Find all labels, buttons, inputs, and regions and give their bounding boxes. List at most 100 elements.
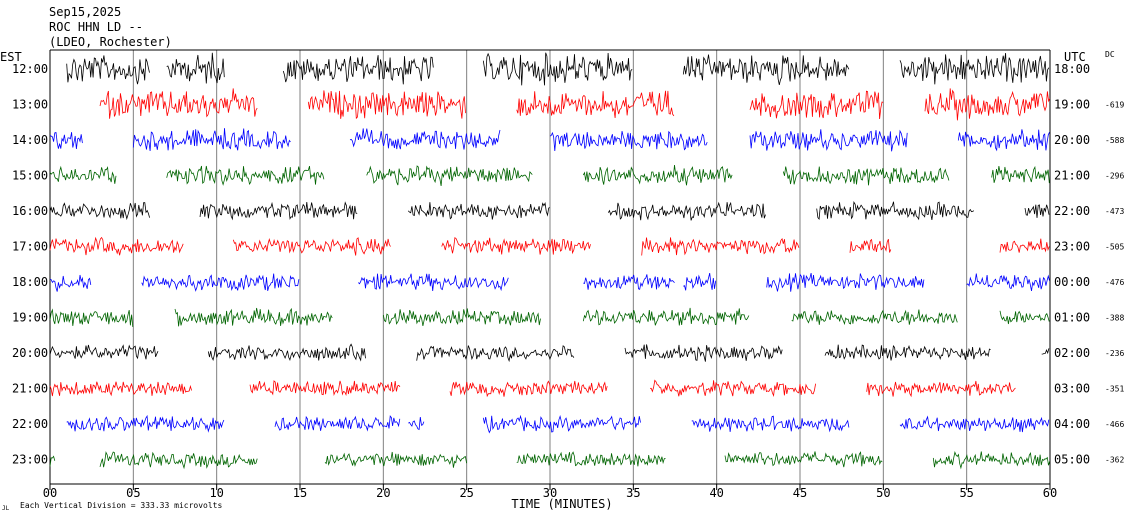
utc-time-label: 05:00 (1054, 453, 1090, 467)
est-time-label: 19:00 (12, 311, 48, 325)
dc-offset-label: -296 (1105, 172, 1124, 181)
trace-row (49, 273, 1050, 292)
trace-segment (274, 415, 401, 432)
trace-segment (408, 417, 425, 431)
utc-time-label: 18:00 (1054, 62, 1090, 76)
trace-segment (232, 237, 391, 256)
utc-time-label: 03:00 (1054, 382, 1090, 396)
trace-segment (174, 307, 333, 327)
trace-segment (99, 88, 258, 119)
trace-segment (849, 238, 892, 253)
x-tick-label: 20 (376, 486, 390, 500)
x-tick-label: 50 (876, 486, 890, 500)
x-tick-label: 40 (709, 486, 723, 500)
x-tick-label: 10 (209, 486, 223, 500)
traces (49, 52, 1051, 470)
est-time-label: 23:00 (12, 453, 48, 467)
dc-offset-label: -505 (1105, 243, 1124, 252)
trace-segment (749, 129, 908, 152)
footer-note: Each Vertical Division = 333.33 microvol… (20, 501, 222, 510)
trace-segment (624, 344, 783, 362)
trace-segment (766, 273, 925, 292)
est-time-label: 15:00 (12, 169, 48, 183)
trace-segment (482, 414, 641, 434)
est-time-label: 22:00 (12, 417, 48, 431)
est-time-label: 21:00 (12, 382, 48, 396)
dc-offset-label: -388 (1105, 314, 1124, 323)
trace-segment (966, 273, 1050, 291)
trace-segment (516, 451, 666, 467)
est-time-label: 20:00 (12, 346, 48, 360)
trace-segment (166, 52, 225, 84)
trace-segment (724, 451, 883, 468)
trace-segment (66, 55, 150, 85)
trace-segment (49, 344, 159, 360)
trace-segment (583, 274, 675, 290)
trace-segment (1024, 204, 1050, 218)
dc-offset-label: -351 (1105, 385, 1124, 394)
dc-offset-label: -588 (1105, 136, 1124, 145)
est-time-label: 16:00 (12, 204, 48, 218)
trace-segment (816, 200, 975, 221)
x-tick-label: 45 (793, 486, 807, 500)
trace-segment (683, 273, 717, 291)
trace-segment (49, 236, 184, 256)
trace-segment (899, 52, 1050, 85)
trace-segment (1041, 348, 1050, 355)
trace-segment (66, 414, 225, 433)
x-tick-label: 00 (43, 486, 57, 500)
trace-segment (791, 309, 958, 326)
trace-segment (49, 202, 150, 221)
utc-time-label: 00:00 (1054, 275, 1090, 289)
trace-segment (549, 130, 708, 152)
est-time-label: 13:00 (12, 98, 48, 112)
dc-offset-label: -473 (1105, 207, 1124, 216)
header-network: (LDEO, Rochester) (49, 35, 172, 49)
x-tick-label: 55 (959, 486, 973, 500)
trace-segment (999, 310, 1050, 325)
trace-segment (441, 236, 591, 255)
trace-segment (49, 381, 192, 397)
trace-segment (607, 201, 766, 221)
utc-time-label: 22:00 (1054, 204, 1090, 218)
x-tick-label: 60 (1043, 486, 1057, 500)
trace-segment (649, 379, 816, 397)
x-axis-title: TIME (MINUTES) (511, 497, 612, 511)
trace-segment (366, 165, 533, 186)
trace-segment (408, 202, 551, 220)
trace-segment (49, 132, 83, 150)
grid-lines (132, 50, 968, 484)
trace-row (66, 52, 1050, 86)
dc-offset-label: -236 (1105, 349, 1124, 358)
trace-segment (349, 128, 501, 150)
trace-segment (49, 274, 92, 292)
trace-segment (132, 128, 291, 152)
trace-row (66, 414, 1050, 434)
utc-time-label: 04:00 (1054, 417, 1090, 431)
x-tick-label: 30 (543, 486, 557, 500)
dc-offset-label: -476 (1105, 278, 1124, 287)
trace-segment (582, 164, 733, 186)
header-station: ROC HHN LD -- (49, 20, 143, 34)
x-tick-label: 25 (459, 486, 473, 500)
est-time-label: 12:00 (12, 62, 48, 76)
trace-segment (999, 238, 1050, 253)
trace-row (99, 88, 1051, 121)
trace-row (49, 343, 1050, 363)
x-tick-label: 15 (293, 486, 307, 500)
trace-segment (382, 308, 541, 326)
corner-mark: JL (2, 505, 10, 512)
est-time-label: 14:00 (12, 133, 48, 147)
trace-segment (49, 455, 56, 467)
dc-offset-label: -362 (1105, 456, 1124, 465)
utc-time-label: 20:00 (1054, 133, 1090, 147)
trace-segment (582, 307, 750, 326)
trace-segment (482, 52, 633, 86)
header-date: Sep15,2025 (49, 5, 121, 19)
trace-segment (166, 165, 325, 186)
trace-segment (749, 90, 884, 120)
trace-segment (932, 450, 1051, 470)
trace-segment (49, 165, 117, 184)
utc-time-label: 01:00 (1054, 311, 1090, 325)
